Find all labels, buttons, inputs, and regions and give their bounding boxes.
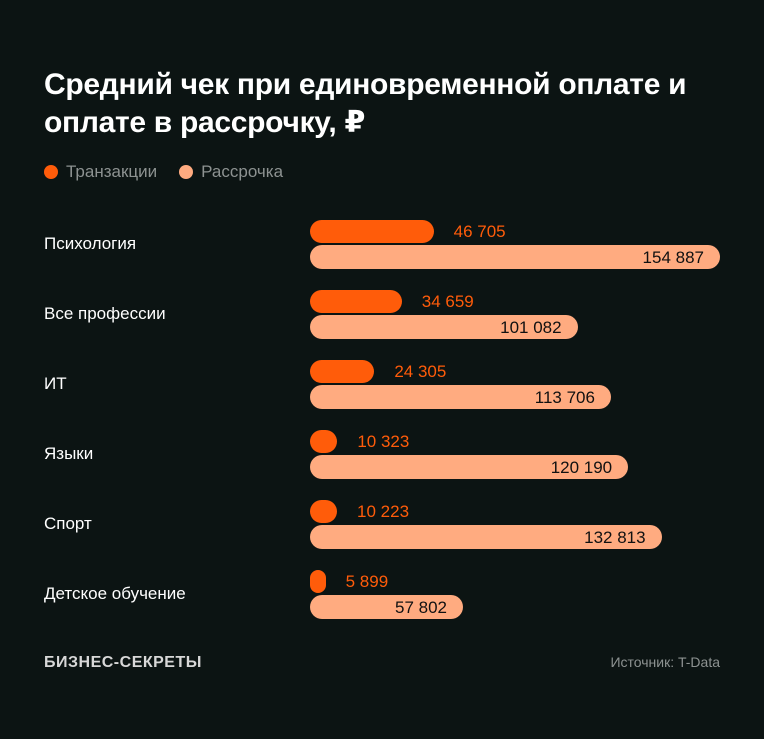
legend-dot-icon [179, 165, 194, 179]
chart-title: Средний чек при единовременной оплате и … [44, 68, 687, 139]
brand-logo: БИЗНЕС-СЕКРЕТЫ [44, 654, 202, 671]
data-label-transactions: 5 899 [345, 572, 389, 591]
bar-installments [310, 315, 578, 339]
category-label: ИТ [44, 374, 67, 393]
bar-installments [310, 245, 720, 269]
category-label: Детское обучение [44, 584, 186, 603]
category-label: Языки [44, 444, 94, 463]
bar-transactions [310, 430, 338, 453]
legend-item-transactions: Транзакции [44, 162, 157, 182]
data-label-transactions: 10 323 [357, 432, 410, 451]
category-label: Спорт [44, 514, 92, 533]
legend-dot-icon [44, 165, 58, 179]
bar-transactions [310, 220, 434, 243]
source-note: Источник: T-Data [610, 654, 720, 670]
bar-installments [310, 595, 463, 619]
legend: Транзакции Рассрочка [44, 162, 283, 182]
data-label-installments: 154 887 [642, 248, 704, 267]
category-label: Все профессии [44, 304, 166, 323]
data-label-transactions: 10 223 [357, 502, 410, 521]
data-label-installments: 57 802 [395, 598, 447, 617]
data-label-installments: 132 813 [584, 528, 646, 547]
bar-transactions [310, 360, 375, 383]
bar-installments [310, 455, 629, 479]
data-label-transactions: 34 659 [421, 292, 474, 311]
data-label-installments: 101 082 [500, 318, 562, 337]
data-label-transactions: 24 305 [394, 362, 447, 381]
legend-label: Рассрочка [201, 162, 284, 181]
data-label-installments: 120 190 [550, 458, 613, 477]
bar-installments [310, 385, 611, 409]
data-label-installments: 113 706 [534, 388, 595, 407]
data-label-transactions: 46 705 [453, 222, 506, 241]
legend-item-installments: Рассрочка [179, 162, 283, 182]
bar-installments [310, 525, 662, 549]
bar-transactions [310, 500, 338, 523]
bar-transactions [310, 570, 326, 593]
category-label: Психология [44, 234, 137, 253]
bar-transactions [310, 290, 402, 313]
legend-label: Транзакции [66, 162, 158, 181]
